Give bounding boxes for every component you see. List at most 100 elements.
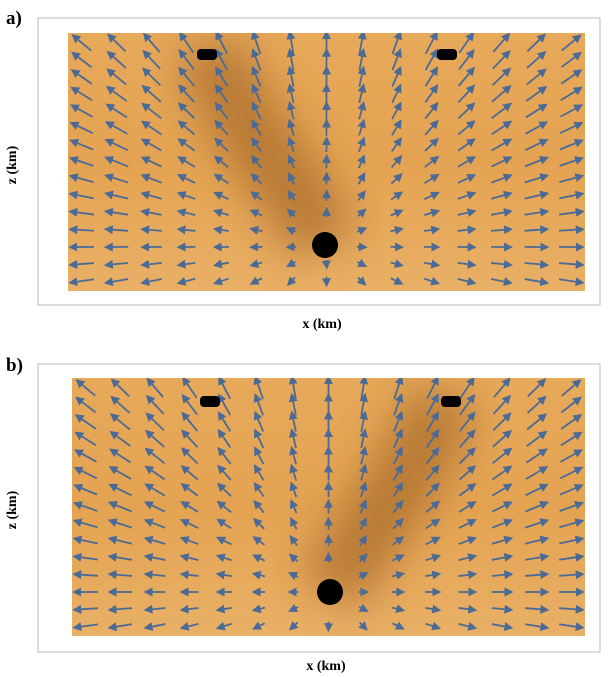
arrow bbox=[213, 155, 229, 168]
arrow bbox=[457, 120, 476, 136]
arrow bbox=[425, 621, 442, 631]
arrow bbox=[560, 414, 583, 430]
arrow bbox=[560, 51, 583, 68]
arrow bbox=[178, 84, 196, 103]
arrow bbox=[490, 190, 513, 200]
arrow bbox=[426, 411, 440, 432]
arrow bbox=[250, 173, 263, 185]
arrow bbox=[69, 104, 93, 118]
arrow bbox=[561, 379, 582, 397]
arrow bbox=[459, 378, 475, 399]
arrow bbox=[491, 465, 513, 481]
arrow bbox=[491, 138, 513, 152]
arrow bbox=[559, 156, 585, 167]
arrow bbox=[107, 622, 133, 632]
arrow bbox=[287, 154, 296, 169]
arrow bbox=[68, 259, 95, 269]
arrow bbox=[491, 447, 513, 465]
arrow bbox=[490, 173, 513, 184]
x-axis-label: x (km) bbox=[306, 659, 346, 674]
arrow bbox=[216, 482, 232, 497]
arrow bbox=[250, 154, 262, 169]
arrow bbox=[106, 68, 127, 86]
arrow bbox=[253, 410, 265, 432]
arrow bbox=[426, 378, 439, 400]
arrow bbox=[214, 101, 229, 120]
arrow bbox=[178, 66, 195, 87]
arrow bbox=[68, 225, 95, 235]
arrow bbox=[423, 276, 441, 286]
arrow bbox=[458, 483, 477, 497]
arrow bbox=[105, 103, 128, 119]
arrow bbox=[251, 101, 262, 120]
arrow bbox=[358, 534, 368, 547]
arrow bbox=[217, 446, 232, 465]
sink bbox=[437, 49, 457, 60]
arrow bbox=[179, 570, 199, 580]
arrow bbox=[215, 621, 232, 631]
arrow bbox=[527, 378, 547, 398]
arrow bbox=[110, 378, 130, 398]
arrow bbox=[107, 33, 127, 53]
arrow bbox=[558, 552, 585, 562]
arrow bbox=[457, 208, 477, 218]
arrow bbox=[72, 535, 98, 545]
arrow bbox=[524, 622, 550, 632]
arrow bbox=[215, 604, 232, 614]
arrow bbox=[71, 34, 92, 52]
arrow bbox=[140, 277, 162, 286]
arrow bbox=[144, 465, 166, 481]
arrow bbox=[215, 570, 232, 580]
arrow bbox=[491, 120, 513, 136]
arrow bbox=[492, 412, 512, 432]
arrow bbox=[392, 536, 405, 546]
arrow bbox=[181, 411, 199, 432]
arrow bbox=[72, 501, 98, 512]
arrow bbox=[214, 83, 229, 104]
arrow bbox=[425, 604, 442, 614]
arrow bbox=[425, 428, 440, 449]
arrow bbox=[491, 604, 514, 614]
arrow bbox=[359, 445, 368, 465]
arrow bbox=[424, 119, 439, 136]
arrow bbox=[457, 102, 476, 120]
arrow bbox=[212, 208, 229, 218]
arrow bbox=[561, 34, 582, 52]
arrow bbox=[107, 570, 133, 580]
arrow bbox=[459, 393, 476, 416]
arrow bbox=[524, 225, 550, 235]
arrow bbox=[424, 173, 440, 184]
arrow bbox=[491, 570, 514, 580]
arrow bbox=[493, 378, 511, 398]
arrow bbox=[492, 394, 512, 415]
arrow bbox=[254, 446, 265, 465]
arrow bbox=[212, 225, 229, 235]
arrow bbox=[180, 519, 199, 529]
arrow bbox=[490, 156, 513, 168]
arrow bbox=[251, 119, 262, 136]
arrow bbox=[558, 207, 585, 217]
arrow bbox=[559, 139, 584, 151]
arrow bbox=[177, 102, 196, 120]
arrow bbox=[140, 156, 162, 168]
arrow bbox=[140, 208, 162, 217]
arrow bbox=[144, 483, 166, 497]
arrow bbox=[72, 622, 99, 632]
arrow bbox=[215, 553, 232, 563]
arrow bbox=[492, 50, 511, 70]
arrow bbox=[491, 518, 514, 529]
arrow bbox=[180, 483, 199, 497]
arrow bbox=[69, 139, 94, 151]
arrow bbox=[68, 277, 95, 287]
arrow bbox=[288, 603, 299, 612]
arrow bbox=[457, 191, 477, 200]
arrow bbox=[492, 33, 511, 53]
arrow bbox=[357, 101, 367, 120]
arrow bbox=[457, 174, 477, 184]
arrow bbox=[108, 466, 132, 480]
arrow bbox=[145, 394, 165, 415]
arrow bbox=[140, 190, 162, 200]
arrow bbox=[70, 86, 93, 102]
arrow bbox=[426, 393, 439, 416]
arrow bbox=[213, 173, 229, 185]
